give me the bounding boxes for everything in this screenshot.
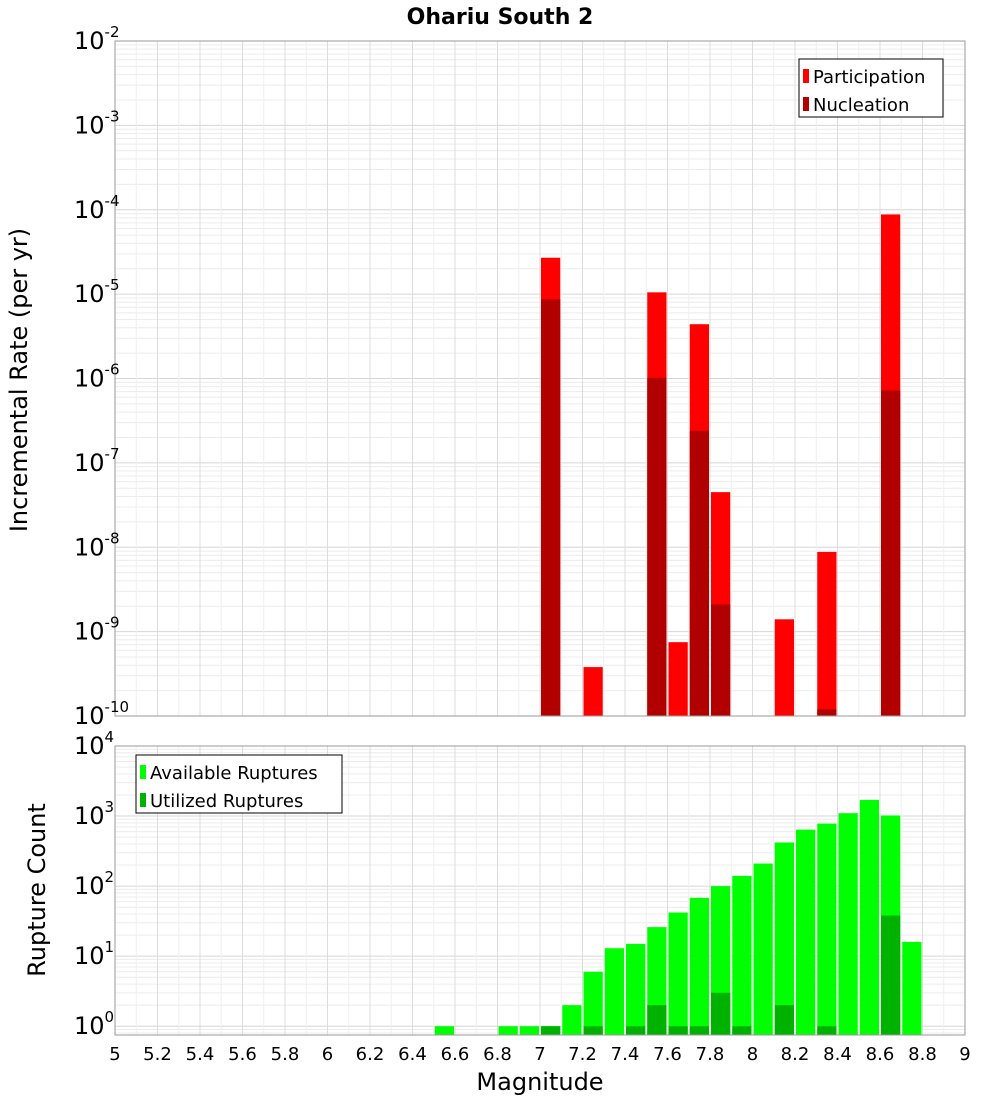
bar-available-ruptures: [902, 941, 922, 1035]
legend-label: Available Ruptures: [150, 763, 318, 784]
y-tick-label: 10-2: [74, 23, 120, 55]
bar-utilized-ruptures: [732, 1026, 752, 1035]
x-tick-label: 8.8: [908, 1044, 937, 1065]
legend-label: Participation: [813, 67, 925, 88]
bar-nucleation: [689, 430, 709, 716]
legend-swatch: [803, 69, 809, 83]
rupture-count-plot: 100 101 102 103 104 5 5.2 5.4 5.6 5.8 6 6.2 6.4 6.6 6.…: [74, 728, 971, 1065]
y-tick-label: 10-7: [74, 445, 120, 477]
x-tick-label: 5.6: [228, 1044, 257, 1065]
legend-label: Utilized Ruptures: [150, 791, 303, 812]
x-tick-label: 5: [109, 1044, 120, 1065]
x-tick-label: 7: [534, 1044, 545, 1065]
x-tick-label: 6.2: [356, 1044, 385, 1065]
bar-utilized-ruptures: [817, 1026, 837, 1035]
bar-available-ruptures: [562, 1005, 582, 1035]
bar-available-ruptures: [732, 875, 752, 1035]
bar-nucleation: [817, 709, 837, 716]
bar-utilized-ruptures: [774, 1005, 794, 1035]
y-tick-label: 10-9: [74, 614, 120, 646]
bar-available-ruptures: [604, 948, 624, 1035]
bar-available-ruptures: [583, 971, 603, 1035]
bar-utilized-ruptures: [626, 1026, 646, 1035]
x-tick-label: 6.6: [441, 1044, 470, 1065]
y-tick-label: 103: [74, 798, 114, 830]
y-tick-label: 10-3: [74, 107, 120, 139]
bar-utilized-ruptures: [668, 1026, 688, 1035]
rate-plot: 10-10 10-9 10-8 10-7 10-6 10-5 10-4 10-3 10-2 Par…: [74, 23, 966, 730]
x-tick-label: 8.2: [781, 1044, 810, 1065]
x-tick-label: 5.8: [271, 1044, 300, 1065]
x-tick-label: 8: [747, 1044, 758, 1065]
bar-available-ruptures: [434, 1026, 454, 1035]
y-tick-label: 101: [74, 938, 114, 970]
x-tick-label: 8.6: [866, 1044, 895, 1065]
bar-utilized-ruptures: [647, 1005, 667, 1035]
bar-available-ruptures: [668, 912, 688, 1035]
x-tick-label: 7.4: [611, 1044, 640, 1065]
x-tick-label: 9: [959, 1044, 970, 1065]
bar-nucleation: [711, 604, 731, 716]
y-tick-label: 10-5: [74, 276, 120, 308]
bar-utilized-ruptures: [541, 1026, 561, 1035]
bar-available-ruptures: [774, 842, 794, 1035]
plot-frame: [114, 40, 966, 717]
bar-participation: [668, 642, 688, 716]
x-axis-title: Magnitude: [476, 1068, 603, 1096]
bar-available-ruptures: [753, 863, 773, 1035]
legend-label: Nucleation: [813, 95, 909, 116]
bar-participation: [774, 619, 794, 716]
x-tick-label: 7.2: [568, 1044, 597, 1065]
bar-participation: [817, 551, 837, 716]
y-tick-label: 102: [74, 868, 114, 900]
x-tick-label: 6.4: [398, 1044, 427, 1065]
bar-utilized-ruptures: [881, 915, 901, 1035]
x-tick-label: 6.8: [483, 1044, 512, 1065]
x-tick-label: 7.8: [696, 1044, 725, 1065]
legend-swatch: [140, 765, 146, 779]
bar-available-ruptures: [626, 943, 646, 1035]
legend: [135, 754, 343, 814]
plot-frame: [114, 745, 966, 1036]
legend: [798, 58, 944, 118]
bar-nucleation: [647, 377, 667, 716]
chart-title: Ohariu South 2: [407, 5, 594, 30]
x-tick-label: 7.6: [653, 1044, 682, 1065]
bar-utilized-ruptures: [583, 1026, 603, 1035]
x-tick-label: 8.4: [823, 1044, 852, 1065]
x-tick-label: 6: [322, 1044, 333, 1065]
bar-available-ruptures: [817, 823, 837, 1035]
bar-nucleation: [541, 299, 561, 716]
bar-available-ruptures: [796, 829, 816, 1035]
y-tick-label: 104: [74, 728, 114, 760]
top-y-axis-title: Incremental Rate (per yr): [5, 228, 33, 532]
bar-available-ruptures: [838, 813, 858, 1035]
bar-available-ruptures: [519, 1026, 539, 1035]
bar-available-ruptures: [689, 897, 709, 1035]
bar-utilized-ruptures: [711, 992, 731, 1035]
y-tick-label: 10-4: [74, 192, 120, 224]
x-tick-label: 5.2: [143, 1044, 172, 1065]
bottom-y-axis-title: Rupture Count: [23, 803, 51, 977]
y-tick-label: 10-6: [74, 361, 120, 393]
legend-swatch: [803, 97, 809, 111]
legend-swatch: [140, 793, 146, 807]
bar-utilized-ruptures: [689, 1026, 709, 1035]
y-tick-label: 10-10: [74, 698, 129, 730]
bar-available-ruptures: [498, 1026, 518, 1035]
y-tick-label: 10-8: [74, 529, 120, 561]
bar-nucleation: [881, 390, 901, 716]
x-tick-label: 5.4: [186, 1044, 215, 1065]
bar-participation: [583, 667, 603, 716]
bar-available-ruptures: [859, 799, 879, 1035]
y-tick-label: 100: [74, 1008, 114, 1040]
